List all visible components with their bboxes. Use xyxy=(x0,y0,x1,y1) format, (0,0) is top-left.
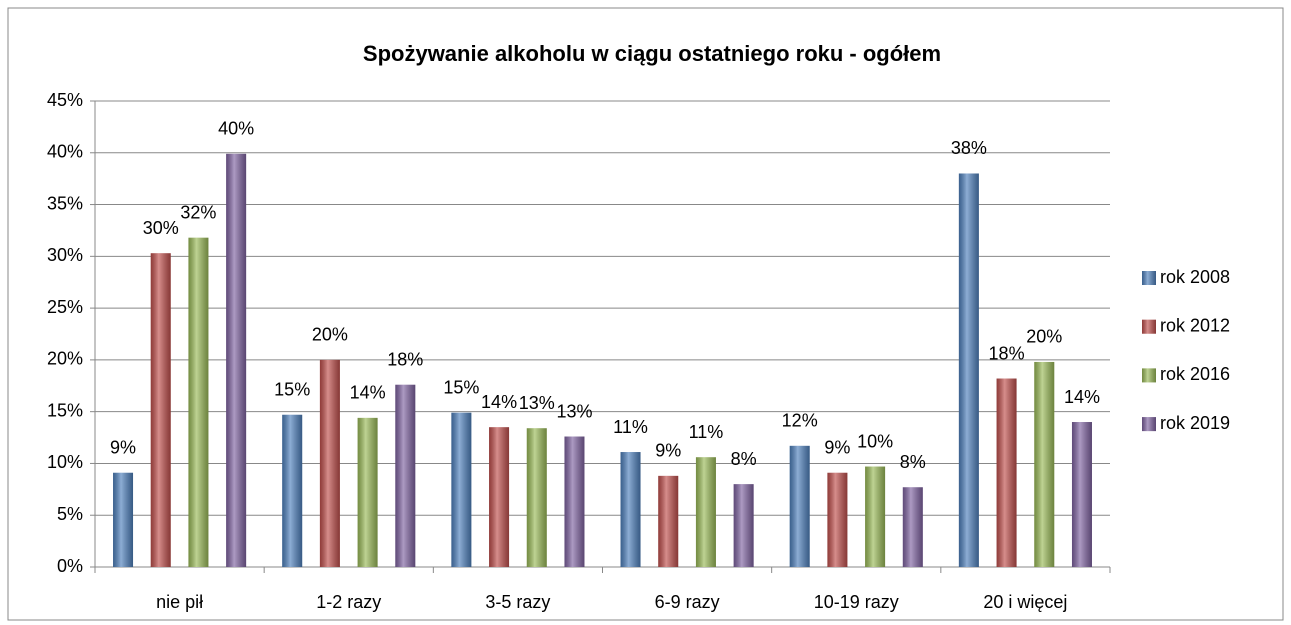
bar-shading xyxy=(827,472,848,567)
data-label: 11% xyxy=(613,417,648,437)
legend-swatch-shade xyxy=(1142,271,1156,285)
data-label: 32% xyxy=(180,202,216,222)
y-tick-label: 45% xyxy=(47,90,83,110)
bar-shading xyxy=(489,427,510,567)
bar-shading xyxy=(1071,422,1092,567)
data-label: 12% xyxy=(782,411,818,431)
y-tick-label: 40% xyxy=(47,142,83,162)
data-label: 9% xyxy=(655,441,681,461)
data-label: 9% xyxy=(110,438,136,458)
bar-shading xyxy=(395,384,416,567)
bar-shading xyxy=(902,487,923,567)
y-tick-label: 20% xyxy=(47,349,83,369)
data-label: 15% xyxy=(443,377,479,397)
data-label: 13% xyxy=(519,393,555,413)
y-tick-label: 30% xyxy=(47,245,83,265)
bar-shading xyxy=(789,445,810,567)
bar-shading xyxy=(526,428,547,567)
legend-label: rok 2016 xyxy=(1160,364,1230,384)
data-label: 8% xyxy=(900,452,926,472)
y-tick-label: 5% xyxy=(57,504,83,524)
legend-label: rok 2019 xyxy=(1160,413,1230,433)
bar-shading xyxy=(282,414,303,567)
data-label: 9% xyxy=(824,438,850,458)
bar-shading xyxy=(319,359,340,567)
data-label: 14% xyxy=(481,392,517,412)
bar-shading xyxy=(620,452,641,567)
data-label: 40% xyxy=(218,119,254,139)
data-label: 20% xyxy=(312,325,348,345)
bar-shading xyxy=(357,417,378,567)
legend-swatch-shade xyxy=(1142,319,1156,334)
data-label: 14% xyxy=(1064,387,1100,407)
data-label: 8% xyxy=(731,449,757,469)
chart-frame xyxy=(7,7,1284,621)
data-label: 18% xyxy=(387,349,423,369)
bar-shading xyxy=(113,472,134,567)
legend-label: rok 2008 xyxy=(1160,267,1230,287)
data-label: 30% xyxy=(143,218,179,238)
y-tick-label: 0% xyxy=(57,556,83,576)
data-label: 15% xyxy=(274,380,310,400)
x-tick-label: 3-5 razy xyxy=(485,592,550,612)
bar-shading xyxy=(226,153,247,567)
x-tick-label: 10-19 razy xyxy=(814,592,899,612)
bar-shading xyxy=(865,466,886,567)
bar-shading xyxy=(695,457,716,567)
bar-shading xyxy=(658,475,679,567)
data-label: 10% xyxy=(857,431,893,451)
chart-title: Spożywanie alkoholu w ciągu ostatniego r… xyxy=(363,41,941,66)
bar-shading xyxy=(150,253,171,567)
data-label: 14% xyxy=(350,383,386,403)
bar-shading xyxy=(564,436,585,567)
bar-shading xyxy=(996,378,1017,567)
data-label: 38% xyxy=(951,138,987,158)
legend-label: rok 2012 xyxy=(1160,315,1230,335)
data-label: 11% xyxy=(689,422,724,442)
x-tick-label: 1-2 razy xyxy=(316,592,381,612)
y-tick-label: 10% xyxy=(47,452,83,472)
legend-swatch-shade xyxy=(1142,368,1156,383)
data-label: 13% xyxy=(556,401,592,421)
y-tick-label: 25% xyxy=(47,297,83,317)
bar-shading xyxy=(188,237,209,567)
y-tick-label: 35% xyxy=(47,193,83,213)
bar-shading xyxy=(958,173,979,567)
x-tick-label: nie pił xyxy=(156,592,203,612)
bar-shading xyxy=(1034,361,1055,567)
x-tick-label: 20 i więcej xyxy=(983,592,1067,612)
data-label: 20% xyxy=(1026,327,1062,347)
data-label: 18% xyxy=(989,343,1025,363)
bar-shading xyxy=(733,484,754,567)
legend-swatch-shade xyxy=(1142,417,1156,432)
y-tick-label: 15% xyxy=(47,400,83,420)
x-tick-label: 6-9 razy xyxy=(655,592,720,612)
bar-shading xyxy=(451,412,472,567)
